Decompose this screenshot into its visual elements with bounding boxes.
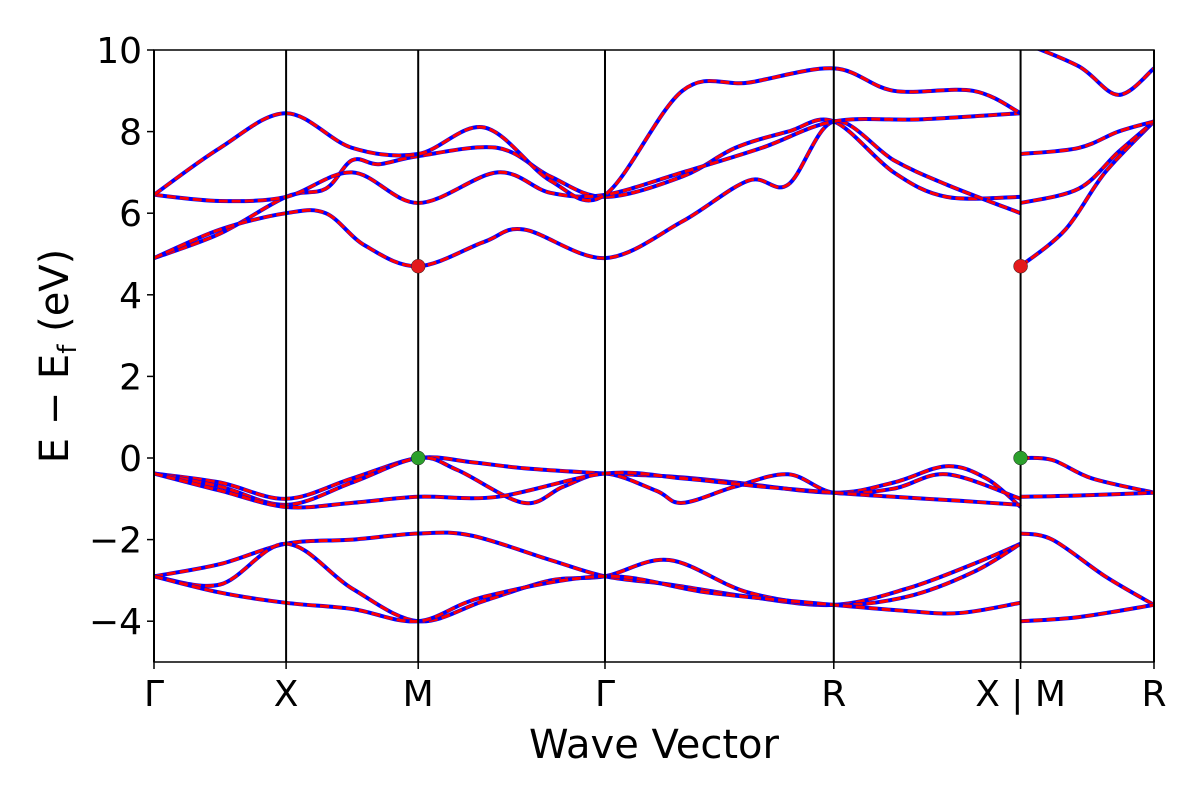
y-tick-label-3: 2: [119, 357, 142, 398]
y-tick-label-7: 10: [96, 31, 142, 72]
plot-frame: [153, 49, 1155, 663]
y-tick-label-1: −2: [89, 521, 142, 562]
band-lines-group: [154, 50, 1154, 624]
y-axis-title: E − Ef (eV): [32, 249, 83, 464]
y-axis-title-main: E − E: [32, 354, 78, 464]
band-line-0: [154, 455, 1022, 509]
y-axis-title-subscript: f: [53, 344, 83, 354]
x-tick-label-4: R: [821, 674, 846, 715]
band-line-13: [154, 66, 1022, 202]
band-line-3: [1020, 491, 1154, 499]
high-symmetry-lines-group: [153, 50, 1155, 662]
band-line-underlay-14: [1019, 120, 1154, 268]
band-line-14: [1019, 120, 1154, 268]
x-ticks-group: Γ X M Γ R X | M R: [144, 662, 1167, 715]
y-tick-label-2: 0: [119, 439, 142, 480]
band-line-15: [1020, 120, 1154, 205]
x-tick-label-6: R: [1141, 674, 1166, 715]
x-tick-label-5: X | M: [975, 674, 1066, 715]
x-tick-label-1: X: [274, 674, 299, 715]
y-tick-label-4: 4: [119, 276, 142, 317]
band-line-16: [1020, 119, 1154, 156]
band-line-underlay-13: [154, 66, 1022, 203]
x-tick-label-3: Γ: [595, 674, 615, 715]
extremum-marker-1: [1013, 258, 1028, 274]
band-line-7: [154, 542, 1022, 623]
band-line-underlay-15: [1020, 119, 1154, 205]
band-line-underlay-10: [154, 117, 1021, 260]
x-tick-label-2: M: [403, 674, 434, 715]
band-line-11: [154, 119, 1022, 268]
extremum-marker-3: [1013, 450, 1028, 466]
x-axis-title: Wave Vector: [529, 722, 780, 768]
band-line-10: [154, 118, 1021, 260]
y-ticks-group: −4 −2 0 2 4 6 8 10: [89, 31, 154, 643]
x-tick-label-0: Γ: [144, 674, 164, 715]
extremum-marker-2: [410, 450, 426, 466]
band-line-5: [154, 531, 1022, 607]
extrema-markers-group: [410, 258, 1028, 466]
band-line-9: [1020, 603, 1154, 623]
band-line-6: [1020, 532, 1154, 607]
band-line-17: [1037, 50, 1154, 97]
y-tick-label-6: 8: [119, 113, 142, 154]
band-line-1: [1020, 456, 1154, 495]
y-tick-label-0: −4: [89, 602, 142, 643]
extremum-marker-0: [410, 258, 426, 274]
y-tick-label-5: 6: [119, 194, 142, 235]
y-axis-title-unit: (eV): [32, 249, 78, 345]
